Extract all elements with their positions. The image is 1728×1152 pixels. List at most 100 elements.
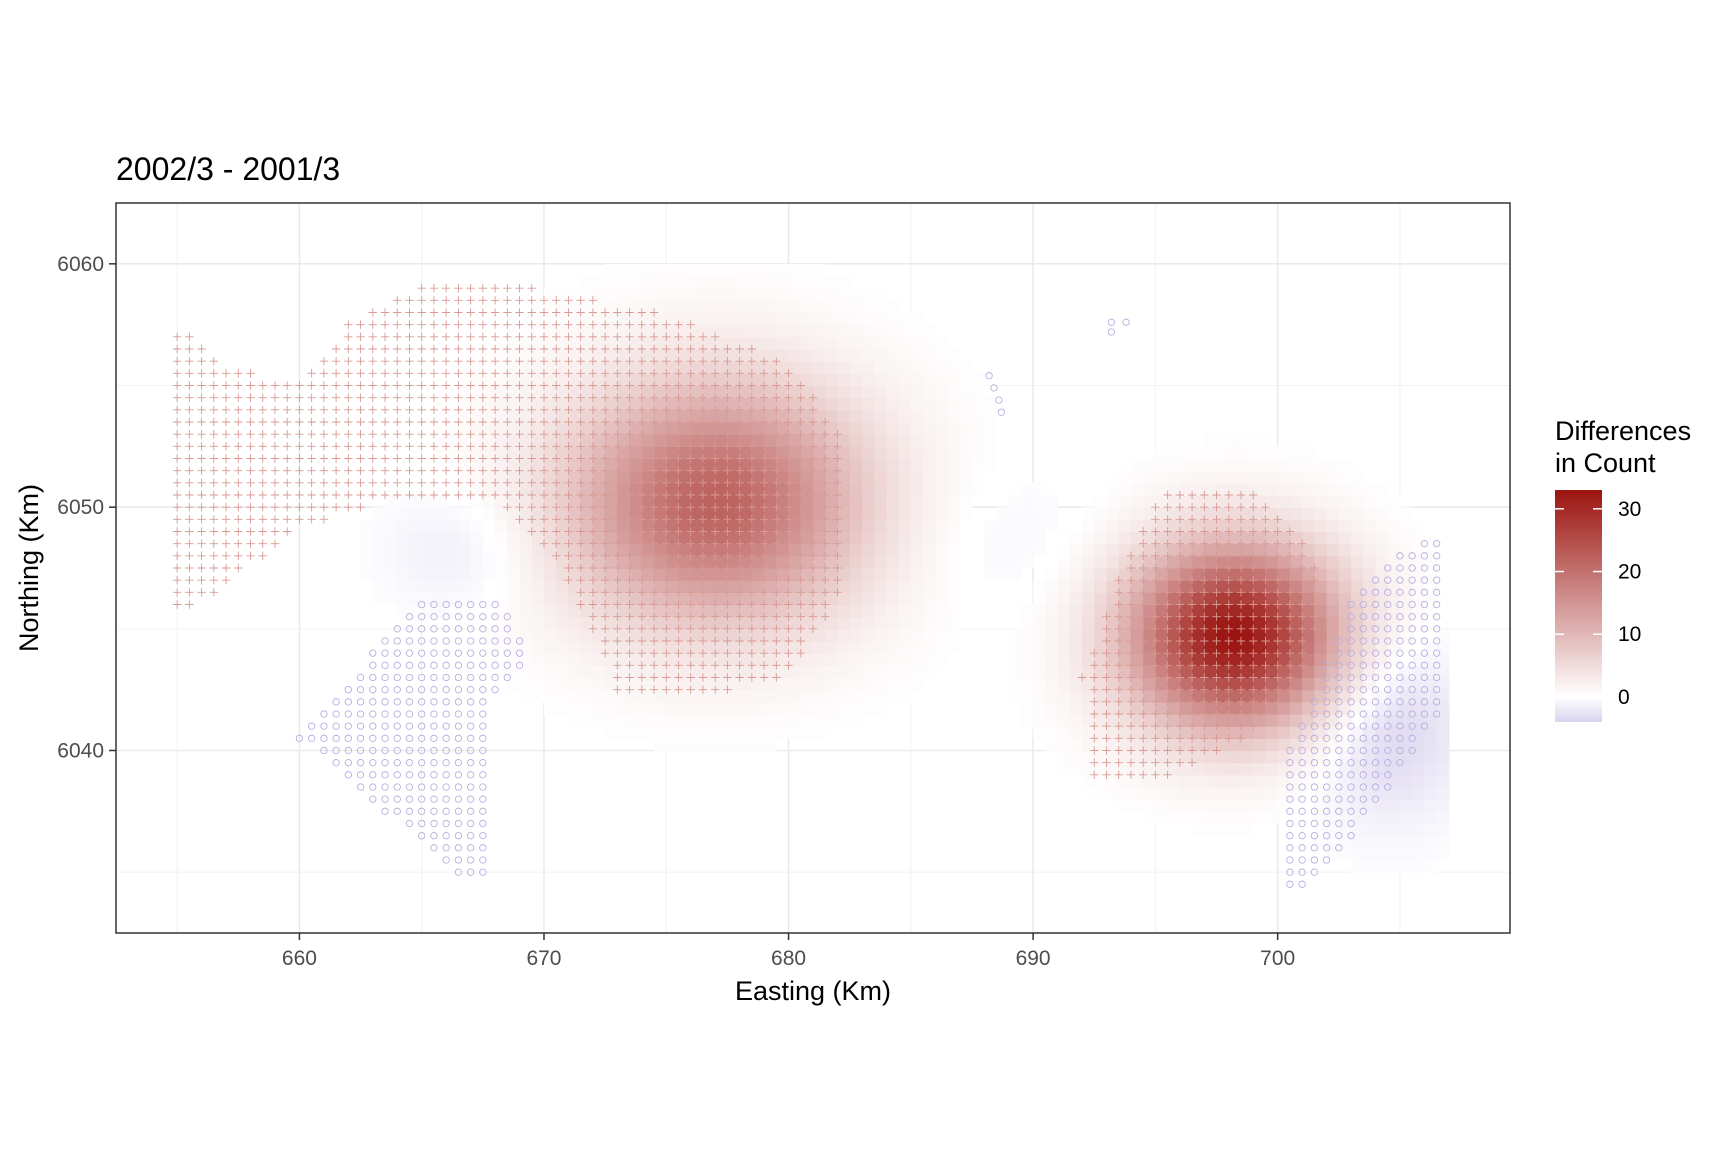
heat-cell	[1351, 568, 1364, 581]
heat-cell	[1155, 616, 1169, 630]
plus-marker	[185, 332, 194, 342]
heat-cell	[776, 580, 790, 593]
plus-marker	[796, 454, 805, 463]
heat-cell	[898, 495, 912, 508]
heat-cell	[727, 336, 741, 350]
heat-cell	[751, 361, 765, 374]
plus-marker	[527, 527, 536, 536]
heat-cell	[1424, 811, 1438, 825]
heat-cell	[1387, 847, 1401, 861]
heat-cell	[788, 653, 802, 666]
plus-marker	[1114, 648, 1123, 658]
plus-marker	[698, 685, 708, 694]
heat-cell	[446, 422, 459, 435]
plus-marker	[747, 344, 757, 354]
heat-cell	[935, 568, 949, 581]
heat-cell	[764, 701, 777, 715]
heat-cell	[531, 580, 545, 593]
heat-cell	[751, 641, 765, 654]
plus-marker	[588, 393, 598, 402]
plus-marker	[270, 393, 280, 402]
plus-marker	[490, 490, 500, 500]
circle-marker	[479, 832, 487, 840]
plus-marker	[1249, 575, 1258, 585]
plus-marker	[1212, 502, 1221, 512]
circle-marker	[454, 807, 463, 815]
plus-marker	[1236, 551, 1246, 561]
heat-cell	[1216, 482, 1230, 496]
heat-cell	[617, 604, 631, 618]
heat-cell	[702, 495, 716, 508]
heat-cell	[1179, 507, 1193, 520]
heat-cell	[776, 689, 790, 703]
plus-marker	[1163, 661, 1172, 670]
plus-marker	[307, 478, 316, 488]
heat-cell	[531, 470, 545, 484]
heat-cell	[1265, 592, 1279, 606]
heat-cell	[507, 434, 521, 447]
plus-marker	[588, 454, 598, 463]
plus-marker	[1163, 758, 1172, 767]
plus-marker	[674, 648, 683, 658]
heat-cell	[1326, 787, 1340, 800]
heat-cell	[543, 336, 557, 350]
heat-cell	[592, 312, 606, 326]
circle-marker	[1310, 832, 1319, 840]
plus-marker	[735, 381, 744, 390]
heat-cell	[1106, 519, 1120, 533]
heat-cell	[764, 519, 777, 533]
plus-marker	[735, 490, 744, 500]
plus-marker	[1175, 490, 1185, 500]
heat-cell	[1326, 531, 1340, 545]
heat-cell	[910, 349, 924, 362]
heat-cell	[702, 397, 716, 411]
heat-cell	[849, 555, 863, 569]
plus-marker	[1151, 612, 1160, 621]
heat-cell	[1399, 604, 1413, 618]
heat-cell	[788, 580, 802, 593]
plus-marker	[1212, 527, 1221, 536]
heat-cell	[1094, 641, 1108, 654]
heat-cell	[1265, 689, 1279, 703]
circle-marker	[1432, 649, 1441, 657]
plus-marker	[735, 600, 744, 609]
plus-marker	[368, 442, 377, 451]
plus-marker	[441, 405, 451, 415]
heat-cell	[1216, 580, 1230, 593]
plus-marker	[723, 527, 732, 536]
plus-marker	[515, 429, 524, 439]
heat-cell	[1240, 726, 1254, 739]
heat-cell	[984, 458, 998, 472]
plus-marker	[1175, 515, 1185, 524]
heat-cell	[702, 580, 716, 593]
heat-cell	[971, 397, 985, 411]
plus-marker	[1236, 661, 1246, 670]
heat-cell	[739, 446, 753, 460]
plus-marker	[833, 563, 842, 573]
heat-cell	[1375, 787, 1389, 800]
heat-cell	[1363, 714, 1377, 727]
heat-cell	[837, 422, 851, 435]
plus-marker	[478, 442, 488, 451]
circle-marker	[442, 625, 450, 633]
plus-marker	[637, 381, 647, 390]
plus-marker	[282, 417, 292, 427]
heat-cell	[641, 689, 655, 703]
heat-cell	[1008, 531, 1022, 545]
heat-cell	[702, 689, 716, 703]
heat-cell	[654, 300, 667, 314]
heat-cell	[654, 495, 667, 508]
plus-marker	[613, 575, 622, 585]
circle-marker	[356, 746, 365, 755]
plus-marker	[270, 454, 280, 463]
x-tick-label: 690	[1016, 947, 1051, 970]
plus-marker	[662, 417, 671, 427]
heat-cell	[507, 397, 521, 411]
plus-marker	[808, 612, 818, 621]
plus-marker	[246, 369, 255, 378]
heat-cell	[1155, 495, 1169, 508]
heat-cell	[788, 701, 802, 715]
heat-cell	[788, 726, 802, 739]
heat-cell	[1314, 482, 1328, 496]
heat-cell	[531, 300, 545, 314]
